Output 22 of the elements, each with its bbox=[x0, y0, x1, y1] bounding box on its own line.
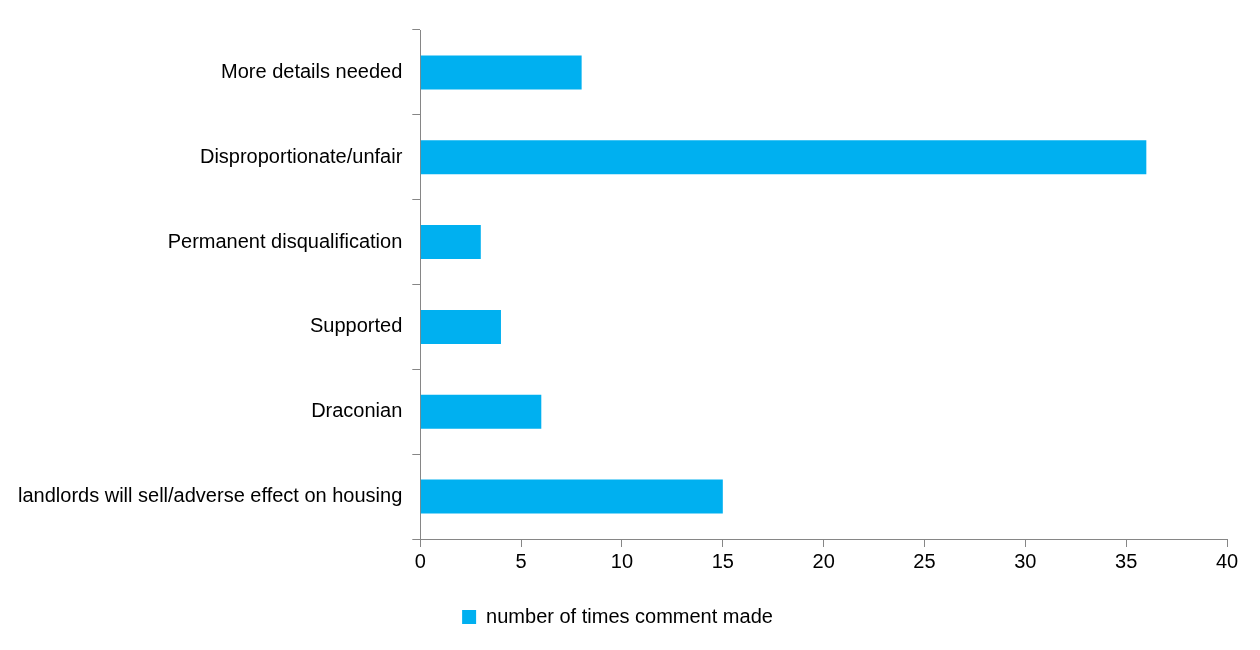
x-tick-label: 0 bbox=[414, 549, 426, 572]
bar bbox=[420, 394, 542, 429]
x-tick-label: 25 bbox=[913, 549, 936, 572]
bar bbox=[420, 225, 481, 260]
x-tick-label: 35 bbox=[1115, 549, 1138, 572]
bar bbox=[420, 140, 1147, 175]
x-tick-label: 15 bbox=[711, 549, 734, 572]
y-tick-label: landlords will sell/adverse effect on housing bbox=[18, 484, 403, 507]
x-tick-label: 5 bbox=[515, 549, 527, 572]
y-tick-label: Permanent disqualification bbox=[167, 229, 403, 252]
y-tick-label: Disproportionate/unfair bbox=[199, 144, 403, 167]
legend-label: number of times comment made bbox=[486, 604, 773, 627]
bar bbox=[420, 479, 723, 514]
x-tick-label: 10 bbox=[610, 549, 634, 572]
x-tick-label: 30 bbox=[1014, 549, 1037, 572]
bar bbox=[420, 309, 501, 344]
bar bbox=[420, 55, 582, 90]
x-tick-label: 40 bbox=[1215, 549, 1239, 572]
x-tick-label: 20 bbox=[812, 549, 835, 572]
y-tick-label: More details needed bbox=[221, 59, 403, 82]
y-tick-label: Supported bbox=[310, 314, 403, 337]
y-tick-label: Draconian bbox=[311, 399, 403, 422]
